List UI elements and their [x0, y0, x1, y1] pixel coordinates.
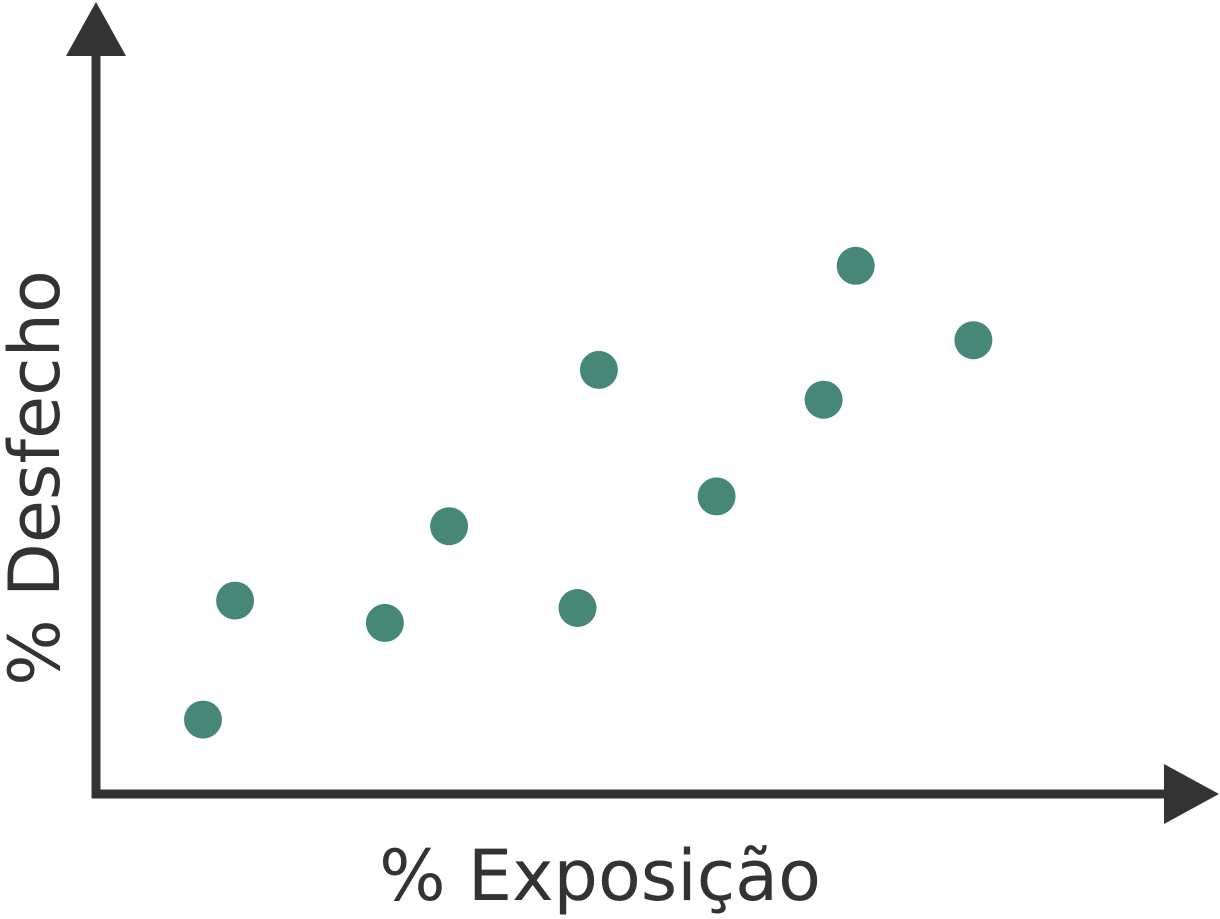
data-point	[365, 603, 404, 642]
data-point	[216, 581, 255, 620]
y-axis	[66, 2, 126, 798]
y-axis-label: % Desfecho	[0, 270, 76, 686]
data-point	[558, 589, 597, 627]
data-point	[430, 507, 469, 546]
x-axis-arrow	[1164, 764, 1219, 824]
y-axis-arrow	[66, 2, 126, 56]
data-point	[184, 700, 222, 739]
data-points	[184, 246, 993, 739]
data-point	[954, 321, 993, 360]
data-point	[804, 380, 843, 419]
x-axis	[92, 764, 1219, 824]
data-point	[697, 477, 736, 516]
x-axis-label: % Exposição	[379, 835, 821, 917]
data-point	[579, 350, 618, 389]
data-point	[836, 246, 875, 285]
